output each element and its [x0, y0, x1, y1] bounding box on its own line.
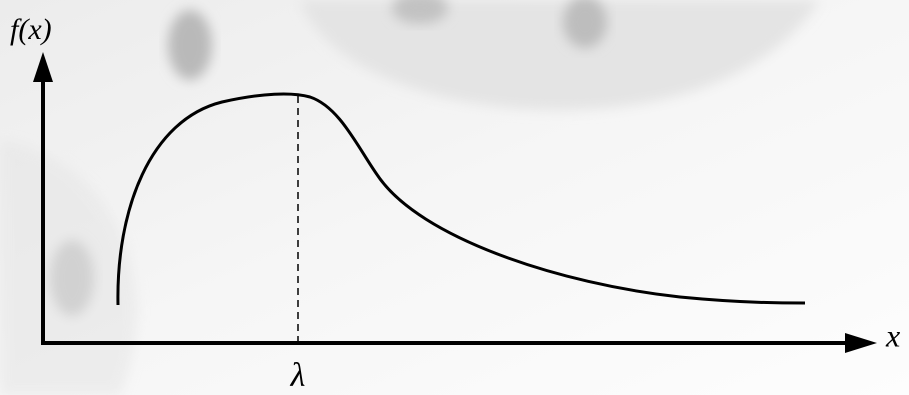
x-axis-label: x — [885, 317, 900, 353]
y-axis-label: f(x) — [10, 13, 52, 46]
background — [0, 0, 909, 395]
diagram: f(x) x λ — [0, 0, 909, 395]
lambda-label: λ — [290, 357, 306, 394]
